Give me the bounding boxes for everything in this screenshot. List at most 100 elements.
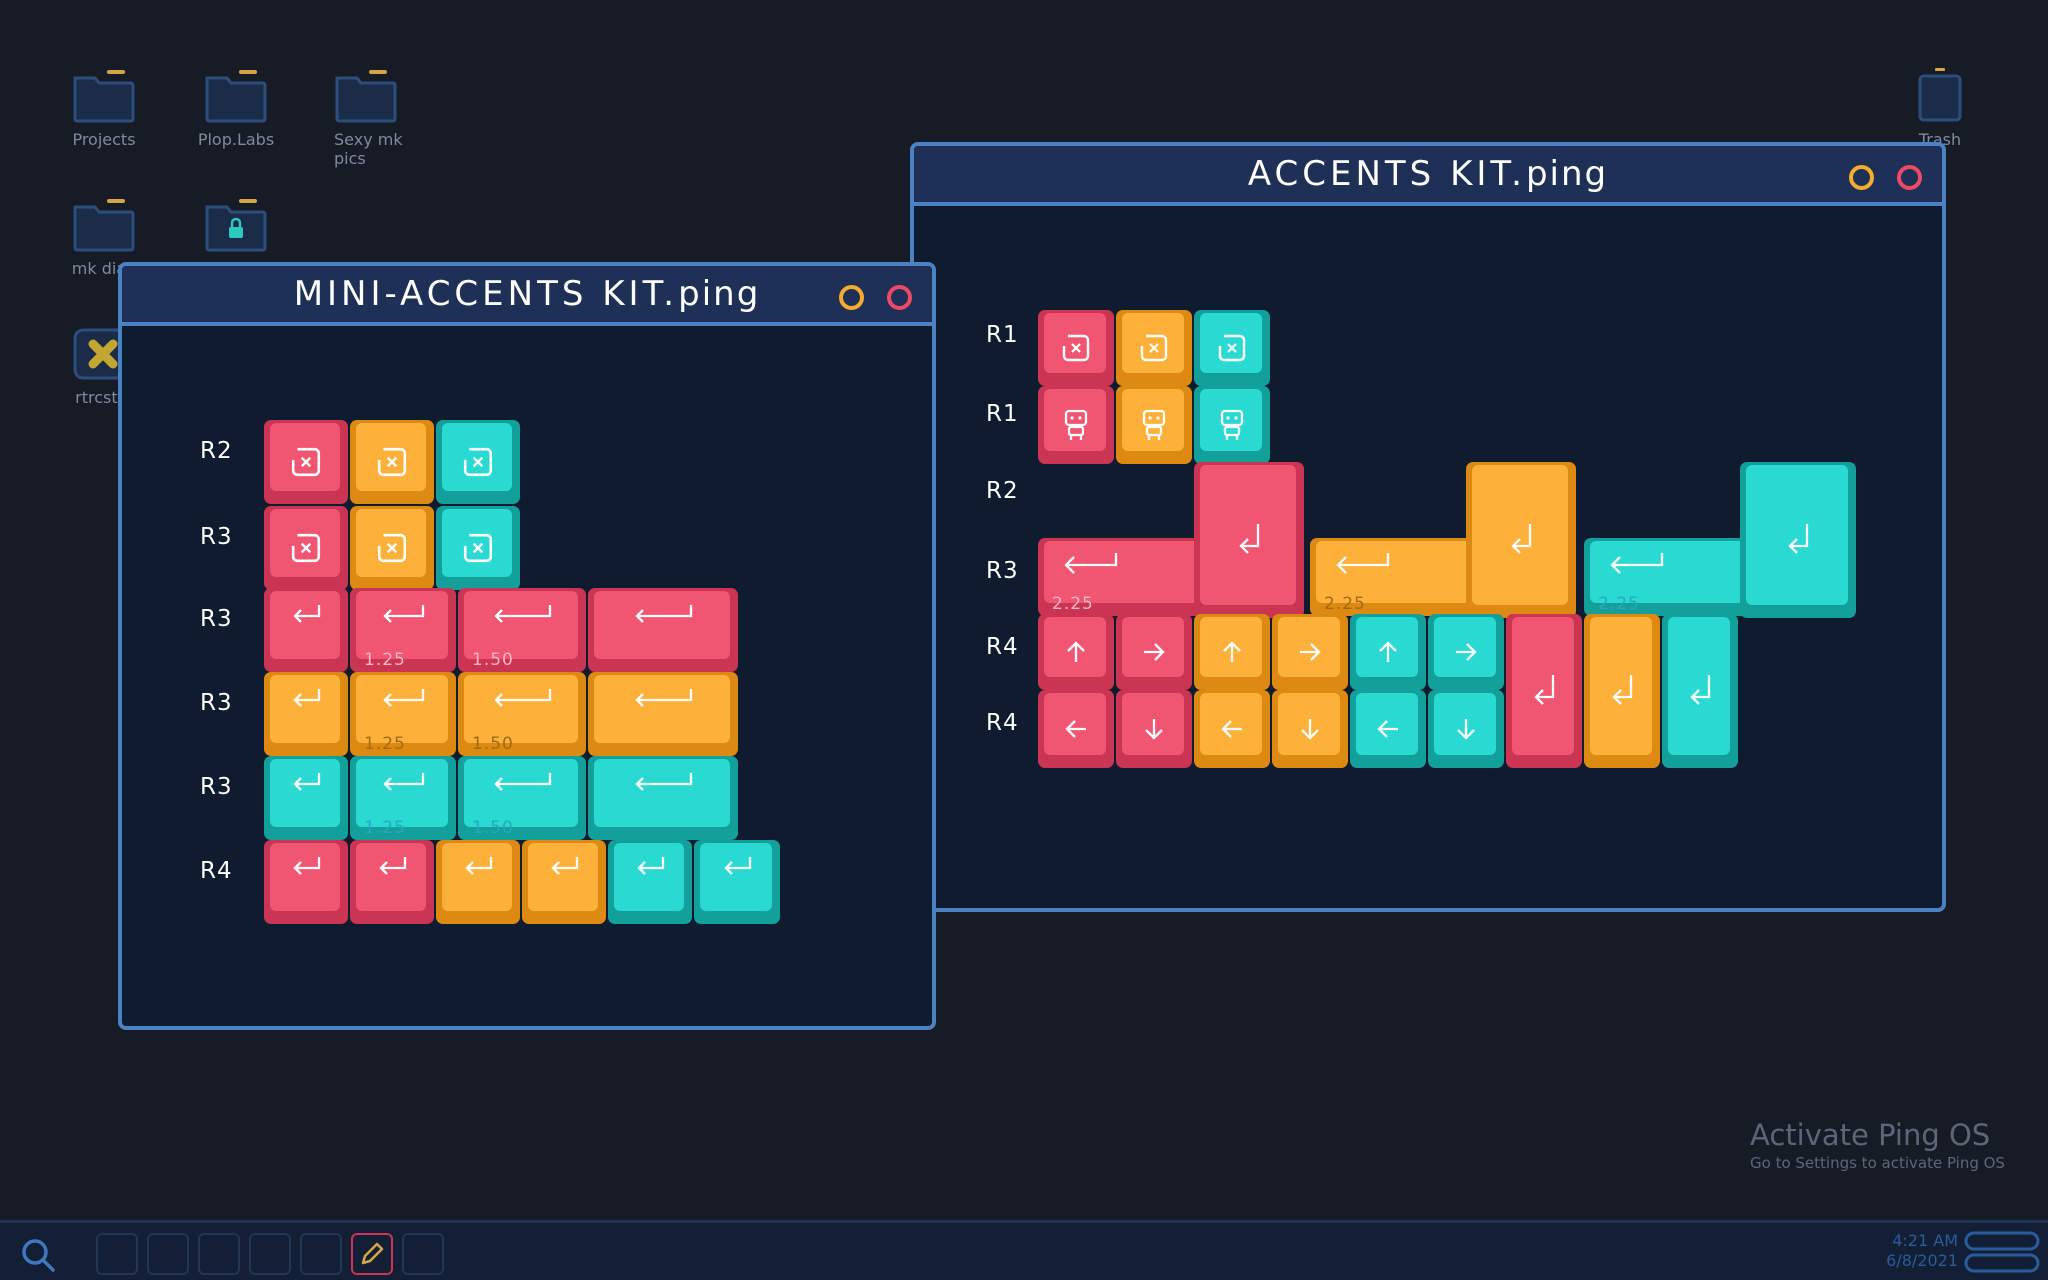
enter-arrow-icon [494,605,552,623]
enter-arrow-icon [293,689,321,707]
close-button[interactable] [1897,165,1922,190]
close-button[interactable] [887,285,912,310]
row-label: R1 [986,401,1019,427]
robot-icon [1220,409,1244,440]
enter-arrow-icon [293,773,321,791]
row-label: R2 [986,478,1019,504]
keycap-teal-1u-enter [264,756,348,840]
locked-folder-icon [205,199,267,252]
row-label: R4 [200,858,233,884]
window-title-ext: ping [1525,154,1609,194]
keycap-teal-tall-enter [1740,462,1856,618]
keycap-teal-long-enter [588,756,738,840]
keycap-orange-r4-enter [436,840,520,924]
enter-arrow-icon [494,689,552,707]
keycap-teal-down-arrow [1428,690,1504,768]
keycap-teal-r4-enter [608,840,692,924]
keycap-pink-ping-face [264,420,348,504]
desktop-icon-label: Plop.Labs [197,130,275,149]
keycap-orange-ping-face [350,420,434,504]
desktop-icon-label: Sexy mk pics [334,130,403,168]
keycap-teal-1-25-enter: 1.25 [350,756,456,840]
keycap-orange-1u-enter [264,672,348,756]
keycap-teal-right-arrow [1428,614,1504,690]
keycap-size-label: 1.50 [472,650,514,670]
keycap-pink-1-25-enter: 1.25 [350,588,456,672]
keycap-size-label: 2.25 [1324,594,1366,614]
window-accents-kit[interactable]: ACCENTS KIT.ping R1 R1 R2 R3 R4 R4 2.25 … [910,142,1946,912]
keycap-orange-right-arrow [1272,614,1348,690]
keycap-pink-up-arrow [1038,614,1114,690]
window-mini-accents-kit[interactable]: MINI-ACCENTS KIT.ping R2 R3 R3 R3 R3 R4 … [118,262,936,1030]
window-title: ACCENTS KIT.ping [914,154,1942,194]
taskbar-app-editor[interactable] [351,1233,393,1275]
window-titlebar[interactable]: ACCENTS KIT.ping [914,146,1942,206]
keycap-size-label: 1.25 [364,818,406,838]
taskbar-slot[interactable] [249,1233,291,1275]
desktop-icon-trash[interactable]: Trash [1888,66,1992,149]
keycap-teal-up-arrow [1350,614,1426,690]
desktop-icon-label: Projects [72,130,136,149]
keycap-orange-up-arrow [1194,614,1270,690]
row-label: R4 [986,634,1019,660]
taskbar-slot[interactable] [300,1233,342,1275]
desktop-icon-plop-labs[interactable]: Plop.Labs [184,68,288,149]
row-label: R3 [200,774,233,800]
down-arrow-icon [1145,719,1163,740]
enter-arrow-icon [635,773,693,791]
system-tray[interactable] [1962,1229,2042,1280]
down-arrow-icon [1301,719,1319,740]
minimize-button[interactable] [839,285,864,310]
enter-arrow-icon [551,857,579,875]
taskbar-clock[interactable]: 4:21 AM 6/8/2021 [1886,1231,1958,1271]
keycap-teal-left-arrow [1350,690,1426,768]
keycap-pink-2-25-enter: 2.25 [1038,538,1210,616]
keycap-size-label: 1.25 [364,734,406,754]
keycap-teal-robot [1194,386,1270,464]
keycap-pink-2u-vertical-enter [1506,614,1582,768]
desktop-icon-sexy-mk-pics[interactable]: Sexy mk pics [314,68,418,168]
keycap-pink-right-arrow [1116,614,1192,690]
row-label: R1 [986,322,1019,348]
enter-arrow-icon [635,605,693,623]
taskbar-slot[interactable] [147,1233,189,1275]
keycap-orange-2-25-enter: 2.25 [1310,538,1482,616]
taskbar: 4:21 AM 6/8/2021 [0,1220,2048,1280]
taskbar-slot[interactable] [402,1233,444,1275]
up-arrow-icon [1379,641,1397,662]
activation-notice: Activate Ping OS Go to Settings to activ… [1750,1118,2005,1172]
right-arrow-icon [1300,643,1321,661]
app-icon [73,328,133,380]
enter-arrow-icon [1690,675,1711,705]
ping-face-icon [463,447,493,477]
search-icon [22,1239,55,1272]
keycap-size-label: 1.50 [472,734,514,754]
enter-arrow-icon [635,689,693,707]
taskbar-slot[interactable] [198,1233,240,1275]
keycap-orange-ping-face [1116,310,1192,386]
activation-title: Activate Ping OS [1750,1118,1991,1152]
row-label: R2 [200,438,233,464]
enter-arrow-icon [293,857,321,875]
keycap-pink-ping-face [264,506,348,590]
desktop-icon-projects[interactable]: Projects [52,68,156,149]
keycap-teal-r4-enter [694,840,780,924]
right-arrow-icon [1456,643,1477,661]
window-titlebar[interactable]: MINI-ACCENTS KIT.ping [122,266,932,326]
keycap-teal-1-50-enter: 1.50 [458,756,586,840]
enter-arrow-icon [637,857,665,875]
enter-arrow-icon [379,857,407,875]
left-arrow-icon [1377,720,1398,738]
keycap-pink-1-50-enter: 1.50 [458,588,586,672]
ping-face-icon [291,447,321,477]
keycap-pink-r4-enter [264,840,348,924]
search-button[interactable] [18,1235,58,1275]
minimize-button[interactable] [1849,165,1874,190]
enter-arrow-icon [1610,553,1664,574]
enter-arrow-icon [465,857,493,875]
keycap-orange-r4-enter [522,840,606,924]
taskbar-slot[interactable] [96,1233,138,1275]
enter-arrow-icon [383,773,425,791]
keycap-orange-down-arrow [1272,690,1348,768]
desktop-icon-locked-folder[interactable] [184,197,288,259]
